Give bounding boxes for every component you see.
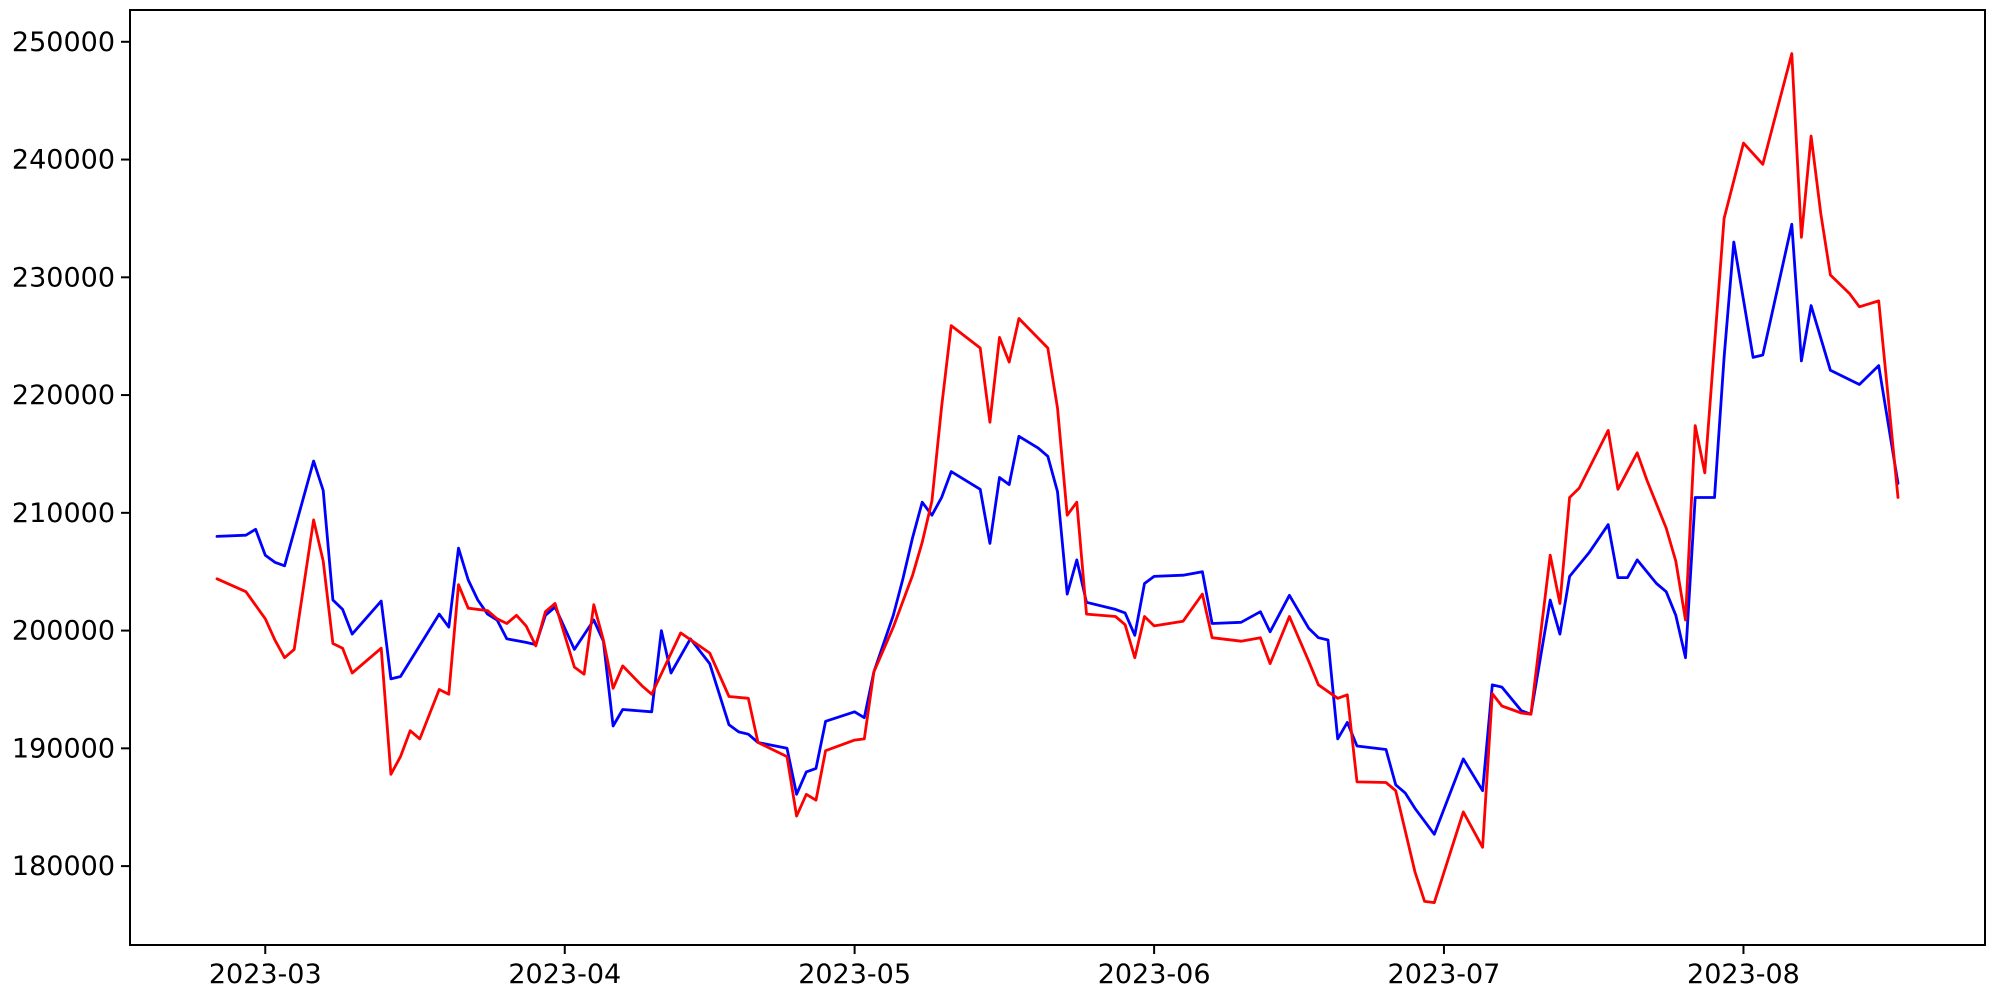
y-tick-label: 210000	[12, 498, 115, 529]
x-tick-label: 2023-07	[1388, 959, 1501, 990]
y-tick-label: 180000	[12, 851, 115, 882]
x-tick-label: 2023-03	[209, 959, 322, 990]
y-tick-label: 220000	[12, 380, 115, 411]
y-tick-label: 250000	[12, 27, 115, 58]
plot-frame	[129, 9, 1986, 946]
y-tick-label: 230000	[12, 262, 115, 293]
y-tick-label: 240000	[12, 145, 115, 176]
y-tick-label: 200000	[12, 616, 115, 647]
x-tick-label: 2023-06	[1098, 959, 1211, 990]
x-tick-label: 2023-04	[508, 959, 621, 990]
x-tick-label: 2023-05	[798, 959, 911, 990]
x-tick-label: 2023-08	[1687, 959, 1800, 990]
series-red	[215, 52, 1900, 904]
y-tick-label: 190000	[12, 733, 115, 764]
series-blue	[215, 222, 1900, 836]
